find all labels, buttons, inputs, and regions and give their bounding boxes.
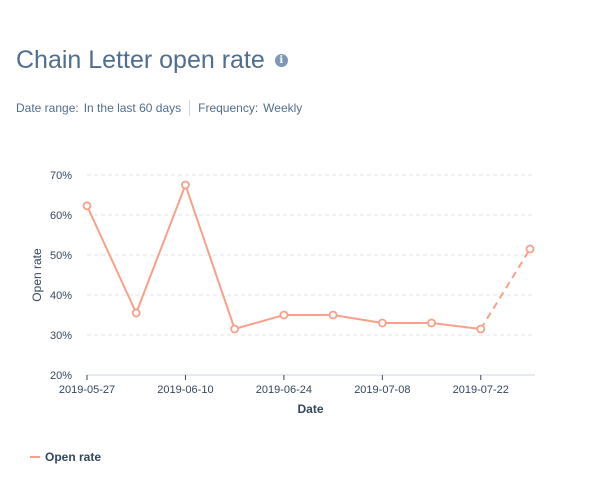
page-title: Chain Letter open rate i (16, 46, 288, 75)
frequency-label: Frequency: (198, 101, 259, 115)
frequency-value[interactable]: Weekly (263, 101, 303, 115)
y-tick-label: 20% (50, 370, 72, 382)
legend-swatch (30, 456, 40, 458)
date-range-label: Date range: (16, 101, 79, 115)
open-rate-chart: 20% 30% 40% 50% 60% 70% 2019-05-27 2019-06-10 20… (30, 170, 535, 416)
x-tick-label: 2019-05-27 (59, 384, 115, 396)
data-point[interactable] (181, 180, 190, 190)
x-tick-label: 2019-07-22 (453, 384, 509, 396)
date-range-value[interactable]: In the last 60 days (83, 101, 182, 115)
x-axis-label: Date (297, 402, 323, 416)
data-point[interactable] (377, 318, 387, 328)
data-point[interactable] (525, 244, 535, 254)
chart-legend[interactable]: Open rate (30, 450, 101, 464)
y-tick-label: 60% (50, 210, 72, 222)
data-point[interactable] (279, 310, 289, 320)
info-icon[interactable]: i (274, 54, 288, 67)
x-tick-label: 2019-07-08 (354, 384, 410, 396)
series-line (86, 182, 481, 331)
y-tick-label: 40% (50, 290, 72, 302)
legend-label: Open rate (45, 450, 102, 464)
filter-divider (189, 100, 191, 116)
y-tick-label: 50% (50, 250, 72, 262)
report-filters: Date range: In the last 60 days Frequenc… (16, 100, 302, 116)
x-tick-label: 2019-06-24 (256, 384, 312, 396)
data-point[interactable] (230, 324, 240, 334)
y-tick-label: 30% (50, 330, 72, 342)
data-point[interactable] (427, 318, 436, 328)
data-point[interactable] (82, 201, 92, 211)
series-line-partial (479, 248, 531, 330)
data-point[interactable] (131, 308, 141, 318)
y-tick-label: 70% (50, 170, 72, 182)
data-point[interactable] (328, 310, 338, 320)
data-point[interactable] (476, 324, 486, 334)
chart-title: Chain Letter open rate (16, 46, 265, 74)
x-tick-label: 2019-06-10 (157, 384, 213, 396)
y-axis-label: Open rate (30, 248, 44, 302)
